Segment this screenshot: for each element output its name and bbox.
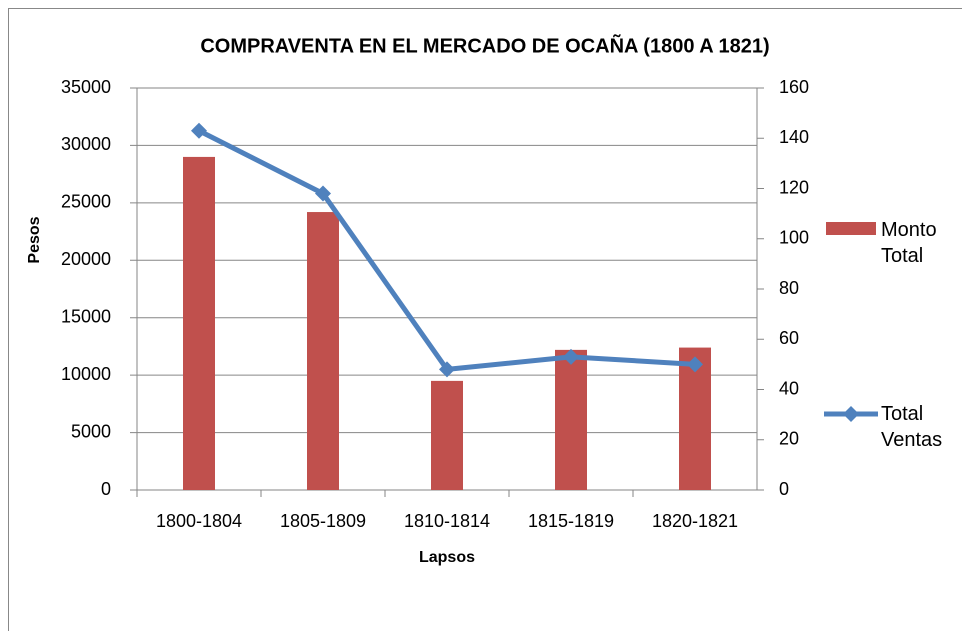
x-axis-label: Lapsos: [419, 549, 475, 566]
y-tick-label: 30000: [61, 134, 111, 154]
line: [197, 128, 696, 372]
marker: [191, 122, 207, 139]
bar: [431, 380, 463, 490]
y2-tick-label: 60: [779, 328, 799, 348]
legend-swatch: [826, 222, 876, 235]
y2-tick-label: 140: [779, 127, 809, 147]
chart-title: COMPRAVENTA EN EL MERCADO DE OCAÑA (1800…: [200, 34, 769, 57]
bar: [183, 156, 215, 490]
marker: [563, 348, 579, 365]
x-tick-label: 1820-1821: [652, 511, 738, 531]
y-tick-label: 35000: [61, 77, 111, 97]
bar: [307, 212, 339, 490]
y2-tick-label: 80: [779, 278, 799, 298]
x-tick-label: 1800-1804: [156, 511, 242, 531]
y2-tick-label: 120: [779, 177, 809, 197]
legend-label: Total Ventas: [881, 403, 943, 451]
legend-label: Monto Total: [881, 219, 937, 267]
legend-marker: [843, 406, 859, 422]
y-axis-label: Pesos: [26, 216, 43, 263]
y2-tick-label: 20: [779, 429, 799, 449]
y-tick-label: 25000: [61, 192, 111, 212]
chart-border: [8, 8, 962, 631]
y2-tick-label: 0: [779, 479, 789, 499]
x-tick-label: 1810-1814: [404, 511, 490, 531]
marker: [687, 356, 703, 373]
x-tick-label: 1815-1819: [528, 511, 614, 531]
y-tick-label: 20000: [61, 249, 111, 269]
y-tick-label: 0: [101, 479, 111, 499]
y2-tick-label: 100: [779, 228, 809, 248]
marker: [439, 361, 455, 378]
bar: [555, 349, 587, 490]
y-tick-label: 5000: [71, 421, 111, 441]
y2-tick-label: 160: [779, 77, 809, 97]
x-tick-label: 1805-1809: [280, 511, 366, 531]
y-tick-label: 15000: [61, 306, 111, 326]
y-tick-label: 10000: [61, 364, 111, 384]
y2-tick-label: 40: [779, 378, 799, 398]
marker: [315, 185, 331, 202]
